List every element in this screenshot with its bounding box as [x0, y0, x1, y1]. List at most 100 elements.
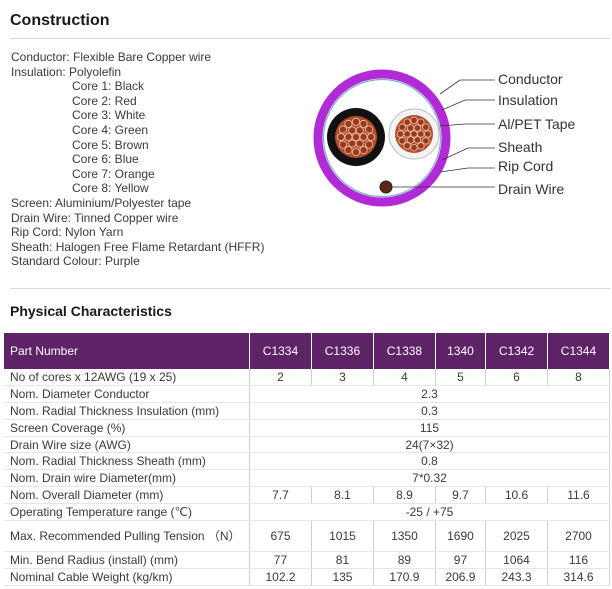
spec-line: Insulation: Polyolefin: [11, 64, 122, 79]
row-value: 10.6: [485, 486, 548, 505]
row-value: 2700: [547, 520, 611, 553]
table-row: Nom. Drain wire Diameter(mm) 7*0.32: [4, 469, 610, 488]
spec-line: Standard Colour: Purple: [11, 254, 140, 269]
copper-strand: [403, 142, 411, 150]
row-label: Operating Temperature range (℃): [4, 503, 250, 522]
copper-strand: [410, 116, 418, 125]
conductor-strands: [336, 117, 376, 157]
row-label: Nom. Overall Diameter (mm): [4, 486, 250, 505]
row-label: Nom. Radial Thickness Sheath (mm): [4, 452, 250, 471]
table-row: Operating Temperature range (℃) -25 / +75: [4, 503, 610, 522]
copper-strand: [406, 136, 415, 144]
copper-strand: [344, 133, 353, 142]
copper-strand: [410, 130, 418, 138]
row-label: Nom. Radial Thickness Insulation (mm): [4, 402, 250, 420]
leader-conductor: [439, 79, 495, 95]
copper-strand: [398, 123, 406, 131]
cable-cross-section-diagram: [313, 69, 495, 207]
row-value: 3: [311, 369, 374, 386]
row-label: Min. Bend Radius (install) (mm): [4, 551, 250, 569]
copper-strand: [344, 119, 353, 128]
copper-strand: [413, 136, 422, 144]
copper-strand: [359, 146, 368, 155]
row-shared-value: 0.8: [249, 452, 610, 471]
leader-insulation: [441, 99, 495, 111]
row-value: 8: [547, 369, 611, 386]
label-sheath: Sheath: [498, 139, 543, 155]
core-color-item: Core 8: Yellow: [72, 181, 149, 196]
copper-strand: [367, 133, 376, 142]
row-label: Max. Recommended Pulling Tension （N）: [4, 520, 250, 553]
label-tape: Al/PET Tape: [498, 116, 576, 132]
header-part-3: C1338: [373, 333, 436, 369]
header-part-1: C1334: [249, 333, 312, 369]
copper-strand: [398, 137, 406, 145]
core-color-item: Core 2: Red: [72, 93, 137, 108]
row-label: No of cores x 12AWG (19 x 25): [4, 369, 250, 386]
row-shared-value: 2.3: [249, 385, 610, 403]
table-row: Nom. Radial Thickness Insulation (mm) 0.3: [4, 402, 610, 420]
physical-title: Physical Characteristics: [10, 303, 172, 319]
row-value: 5: [435, 369, 487, 386]
table-row: Drain Wire size (AWG) 24(7×32): [4, 436, 610, 454]
row-value: 2: [249, 369, 312, 386]
row-shared-value: -25 / +75: [249, 503, 610, 522]
row-value: 206.9: [435, 568, 487, 586]
row-value: 116: [547, 551, 611, 569]
row-shared-value: 7*0.32: [249, 469, 610, 488]
header-part-5: C1342: [485, 333, 548, 369]
label-conductor: Conductor: [498, 71, 563, 87]
table-row: Nom. Diameter Conductor 2.3: [4, 385, 610, 403]
core-color-item: Core 5: Brown: [72, 137, 149, 152]
row-shared-value: 0.3: [249, 402, 610, 420]
spec-line: Conductor: Flexible Bare Copper wire: [11, 50, 212, 64]
table-row: Nom. Overall Diameter (mm) 7.7 8.1 8.9 9.7 10…: [4, 486, 611, 505]
copper-strand: [365, 140, 374, 149]
copper-strand: [417, 142, 425, 150]
row-value: 2025: [485, 520, 548, 553]
label-rip-cord: Rip Cord: [498, 158, 554, 174]
header-part-6: C1344: [547, 333, 611, 369]
spec-line: Rip Cord: Nylon Yarn: [11, 225, 124, 240]
row-value: 314.6: [547, 568, 611, 586]
table-row: Max. Recommended Pulling Tension （N） 675 1…: [4, 520, 611, 553]
copper-strand: [352, 133, 361, 142]
copper-strand: [403, 118, 411, 126]
copper-strand: [359, 119, 368, 128]
leader-lines: [392, 79, 495, 188]
core-color-item: Core 6: Blue: [72, 152, 139, 167]
row-value: 1350: [373, 520, 436, 553]
copper-strand: [417, 118, 425, 126]
spec-line: Sheath: Halogen Free Flame Retardant (HF…: [11, 239, 265, 254]
row-value: 135: [311, 568, 374, 586]
table-row: Nom. Radial Thickness Sheath (mm) 0.8: [4, 452, 610, 471]
copper-strand: [413, 124, 422, 132]
spec-line: Drain Wire: Tinned Copper wire: [11, 210, 179, 225]
header-part-2: C1336: [311, 333, 374, 369]
header-part-4: 1340: [435, 333, 487, 369]
core-color-item: Core 1: Black: [72, 79, 145, 94]
row-value: 243.3: [485, 568, 548, 586]
table-row: Nominal Cable Weight (kg/km) 102.2 135 170.…: [4, 568, 611, 586]
row-value: 6: [485, 369, 548, 386]
leader-ripcord: [439, 167, 495, 173]
row-value: 102.2: [249, 568, 312, 586]
row-value: 1015: [311, 520, 374, 553]
row-value: 4: [373, 369, 436, 386]
row-value: 8.1: [311, 486, 374, 505]
core-color-item: Core 3: White: [72, 108, 146, 123]
row-value: 89: [373, 551, 436, 569]
row-value: 1064: [485, 551, 548, 569]
label-drain-wire: Drain Wire: [498, 181, 565, 197]
copper-strand: [410, 143, 418, 152]
row-value: 9.7: [435, 486, 487, 505]
copper-strand: [422, 137, 430, 145]
copper-strand: [365, 125, 374, 134]
sheath-ring: [313, 69, 451, 207]
row-value: 675: [249, 520, 312, 553]
row-label: Nom. Diameter Conductor: [4, 385, 250, 403]
copper-strand: [355, 126, 364, 135]
physical-characteristics-table: Part Number C1334 C1336 C1338 1340 C1342 C1344…: [4, 333, 611, 586]
leader-tape: [439, 123, 495, 127]
label-insulation: Insulation: [498, 92, 558, 108]
